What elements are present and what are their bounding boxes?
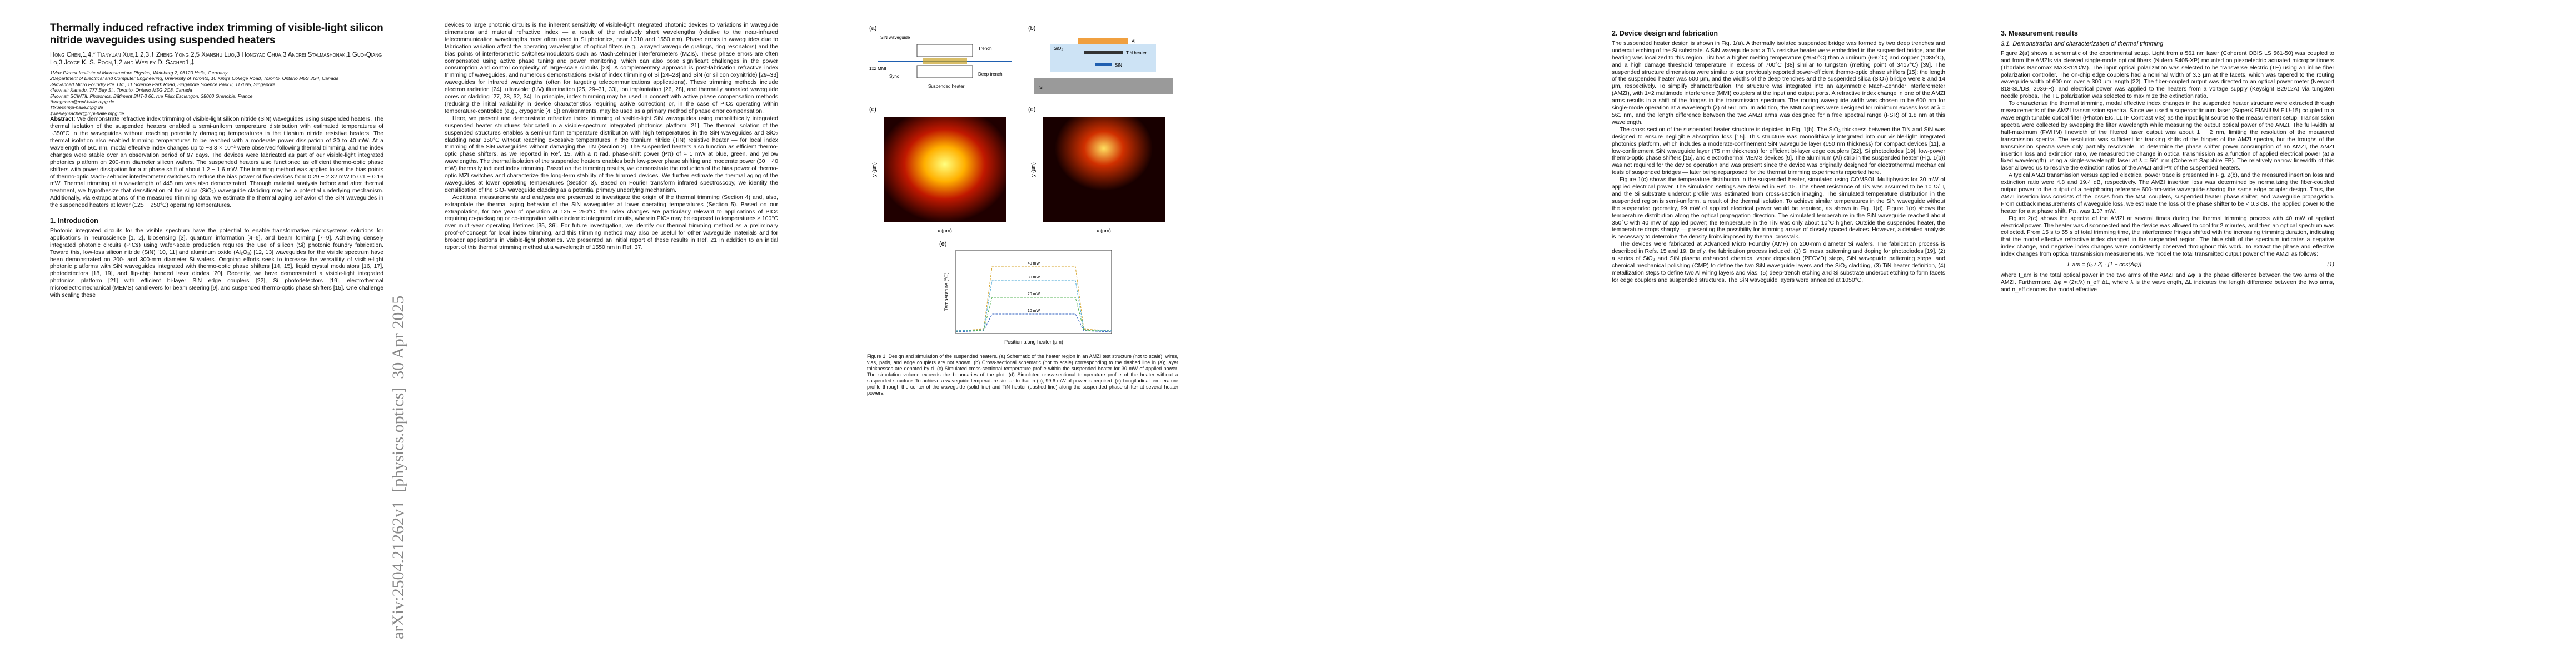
column-4: 2. Device design and fabrication The susp… <box>1612 22 1945 285</box>
paragraph: The cross section of the suspended heate… <box>1612 126 1945 176</box>
axis-label: x (µm) <box>938 228 952 233</box>
column-1: Thermally induced refractive index trimm… <box>50 22 383 300</box>
label: Deep trench <box>978 72 1003 77</box>
section: 3. Measurement results 3.1. Demonstration… <box>2001 30 2334 294</box>
trench <box>916 44 973 57</box>
label: Suspended heater <box>928 84 965 89</box>
affiliation: 5Now at: SCINTIL Photonics, Bâtiment BHT… <box>50 93 253 99</box>
title: Thermally induced refractive index trimm… <box>50 22 383 46</box>
paragraph: Figure 2(c) shows the spectra of the AMZ… <box>2001 215 2334 258</box>
figure-1: (a) SiN waveguide Suspended heater Trenc… <box>867 25 1178 396</box>
paragraph: where I_am is the total optical power in… <box>2001 272 2334 293</box>
affiliations: 1Max Planck Institute of Microstructure … <box>50 70 383 116</box>
affiliation: 3Advanced Micro Foundry Pte. Ltd., 11 Sc… <box>50 81 276 87</box>
section: devices to large photonic circuits is th… <box>445 22 778 252</box>
axis-label: x (µm) <box>1097 228 1111 233</box>
label: 1x2 MMI <box>869 66 886 71</box>
trench <box>916 65 973 78</box>
curve <box>955 280 1112 331</box>
panel-label: (a) <box>869 25 876 32</box>
label: Trench <box>978 46 992 51</box>
substrate <box>1034 78 1173 94</box>
label: TiN heater <box>1126 51 1147 56</box>
affiliation: †txue@mpi-halle.mpg.de <box>50 104 103 111</box>
curve <box>955 297 1112 332</box>
curve-label: 10 mW <box>1028 309 1040 313</box>
heatmap <box>884 117 1006 222</box>
authors: Hong Chen,1,4,* Tianyuan Xue,1,2,3,† Zhe… <box>50 52 382 66</box>
panel-label: (b) <box>1028 25 1035 32</box>
paragraph: The suspended heater design is shown in … <box>1612 40 1945 126</box>
plot-frame <box>955 250 1112 334</box>
paragraph: Additional measurements and analyses are… <box>445 194 778 251</box>
heatmap <box>1043 117 1165 222</box>
tin <box>1084 51 1123 54</box>
section-heading: 2. Device design and fabrication <box>1612 29 1718 37</box>
label: SiO₂ <box>1054 46 1063 51</box>
paragraph: Figure 1(c) shows the temperature distri… <box>1612 177 1945 241</box>
caption-box: Figure 1. Design and simulation of the s… <box>867 354 1178 396</box>
heater <box>923 58 967 64</box>
affiliation: 1Max Planck Institute of Microstructure … <box>50 70 228 76</box>
subsection-heading: 3.1. Demonstration and characterization … <box>2001 40 2164 47</box>
curve-label: 40 mW <box>1028 262 1040 266</box>
section: 2. Device design and fabrication The susp… <box>1612 30 1945 285</box>
figure-caption: Figure 1. Design and simulation of the s… <box>867 354 1178 396</box>
affiliation: 4Now at: Xanadu, 777 Bay St., Toronto, O… <box>50 87 192 93</box>
axis-label: y (µm) <box>1030 162 1036 177</box>
affiliation: ‡wesley.sacher@mpi-halle.mpg.de <box>50 110 124 116</box>
label: Al <box>1132 39 1135 44</box>
curve-label: 20 mW <box>1028 292 1040 296</box>
affiliation: 2Department of Electrical and Computer E… <box>50 76 339 82</box>
axis-label: Position along heater (µm) <box>1004 339 1063 345</box>
paragraph: The devices were fabricated at Advanced … <box>1612 241 1945 283</box>
panel-label: (d) <box>1028 106 1035 113</box>
label: Si <box>1039 85 1043 90</box>
column-2: devices to large photonic circuits is th… <box>445 22 778 252</box>
section: 1. Introduction Photonic integrated circu… <box>50 217 383 300</box>
cladding <box>1050 44 1156 72</box>
paragraph: Figure 2(a) shows a schematic of the exp… <box>2001 50 2334 100</box>
curve <box>955 313 1112 332</box>
axis-label: y (µm) <box>871 162 877 177</box>
paragraph: devices to large photonic circuits is th… <box>445 22 778 115</box>
label: Sync <box>889 74 899 79</box>
equation-body: I_am = (I₀ / 2) · [1 + cos(Δφ)] <box>2067 262 2142 268</box>
axis-label: Temperature (°C) <box>944 272 949 311</box>
section-heading: 3. Measurement results <box>2001 29 2078 37</box>
equation-number: (1) <box>2327 262 2334 268</box>
paragraph: A typical AMZI transmission versus appli… <box>2001 172 2334 215</box>
panel-label: (e) <box>939 241 946 247</box>
paragraph: Photonic integrated circuits for the vis… <box>50 227 383 299</box>
section-heading: 1. Introduction <box>50 217 98 225</box>
al-strip <box>1078 38 1128 44</box>
paragraph: Here, we present and demonstrate refract… <box>445 115 778 193</box>
column-5: 3. Measurement results 3.1. Demonstration… <box>2001 22 2334 294</box>
equation: I_am = (I₀ / 2) · [1 + cos(Δφ)] (1) <box>2067 262 2334 269</box>
arxiv-stamp: arXiv:2504.21262v1 [physics.optics] 30 A… <box>389 295 407 639</box>
paragraph: To characterize the thermal trimming, mo… <box>2001 101 2334 172</box>
abstract: Abstract: We demonstrate refractive inde… <box>50 116 383 210</box>
curve-label: 30 mW <box>1028 276 1040 280</box>
curve <box>955 266 1112 331</box>
panel-label: (c) <box>869 106 876 113</box>
label: SiN waveguide <box>880 35 910 40</box>
abstract-label: Abstract: <box>50 116 76 123</box>
affiliation: *hongchen@mpi-halle.mpg.de <box>50 99 114 105</box>
figure-column: (a) SiN waveguide Suspended heater Trenc… <box>867 22 1178 447</box>
label: SiN <box>1115 63 1122 68</box>
abstract-text: We demonstrate refractive index trimming… <box>50 116 383 209</box>
sin <box>1095 63 1112 66</box>
